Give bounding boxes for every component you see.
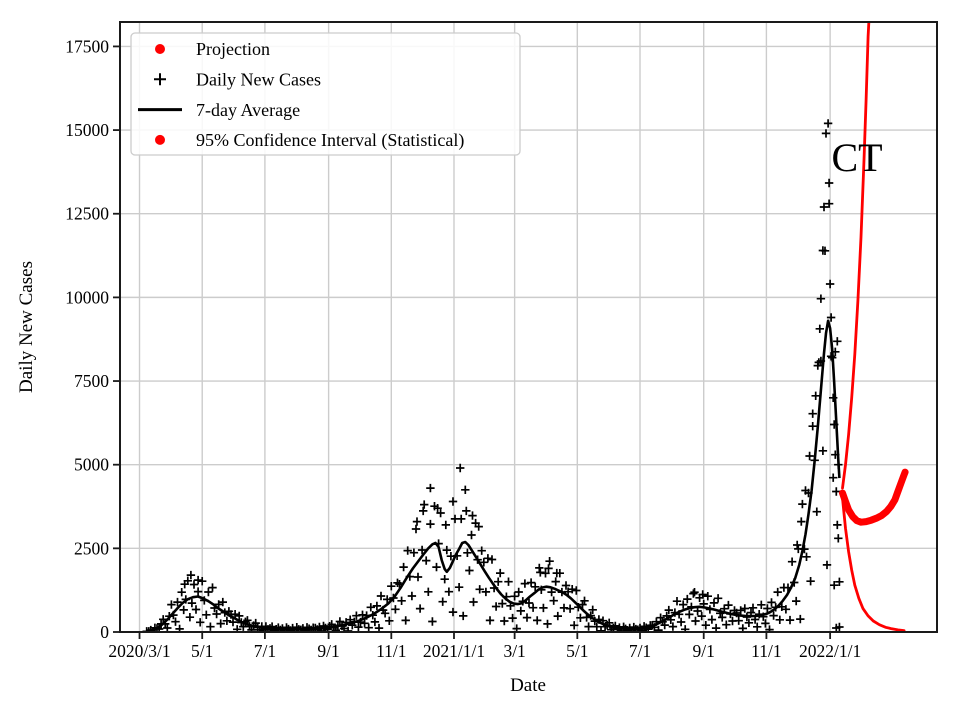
projection-line — [839, 468, 909, 526]
legend-item-label: 95% Confidence Interval (Statistical) — [196, 130, 464, 151]
axes-frame — [113, 21, 938, 639]
y-axis-label: Daily New Cases — [16, 261, 37, 393]
legend-item: 95% Confidence Interval (Statistical) — [155, 130, 464, 151]
y-tick-label: 5000 — [74, 455, 109, 475]
ci-upper-line — [841, 22, 871, 490]
legend-item: Daily New Cases — [154, 70, 321, 90]
x-tick-label: 5/1 — [566, 641, 588, 661]
x-tick-label: 7/1 — [629, 641, 651, 661]
plot-border — [119, 21, 938, 633]
state-annotation: CT — [831, 135, 882, 180]
x-tick-label: 11/1 — [376, 641, 406, 661]
x-tick-label: 5/1 — [191, 641, 213, 661]
legend-dot-marker-icon — [155, 44, 165, 54]
ci-lower-line — [841, 496, 906, 632]
legend-item-label: Daily New Cases — [196, 70, 321, 90]
legend-item: 7-day Average — [138, 100, 300, 120]
y-tick-label: 0 — [100, 622, 109, 642]
y-tick-label: 10000 — [65, 287, 109, 307]
legend: Projection Daily New Cases 7-day Average 95… — [130, 32, 521, 156]
tick-labels: 2020/3/1 5/1 7/1 9/1 11/1 2021/1/1 3/1 5/1 7/1 9/… — [65, 36, 861, 661]
x-tick-label: 2022/1/1 — [799, 641, 861, 661]
x-tick-label: 2021/1/1 — [423, 641, 485, 661]
y-tick-label: 17500 — [65, 36, 109, 56]
y-tick-label: 7500 — [74, 371, 109, 391]
legend-item-label: Projection — [196, 39, 270, 59]
y-tick-label: 2500 — [74, 538, 109, 558]
legend-plus-marker-icon — [154, 73, 166, 86]
x-axis-label: Date — [510, 675, 546, 696]
legend-dot-marker-icon — [155, 134, 165, 145]
legend-item: Projection — [155, 39, 270, 59]
x-tick-label: 7/1 — [254, 641, 276, 661]
y-tick-label: 15000 — [65, 120, 109, 140]
x-tick-label: 3/1 — [503, 641, 525, 661]
x-tick-label: 9/1 — [317, 641, 339, 661]
x-tick-label: 9/1 — [693, 641, 715, 661]
x-tick-label: 11/1 — [751, 641, 781, 661]
x-tick-label: 2020/3/1 — [108, 641, 170, 661]
legend-item-label: 7-day Average — [196, 100, 300, 120]
daily-cases-scatter — [142, 119, 844, 632]
y-tick-label: 12500 — [65, 204, 109, 224]
legend-box — [130, 32, 521, 156]
seven-day-average-line — [146, 319, 841, 632]
